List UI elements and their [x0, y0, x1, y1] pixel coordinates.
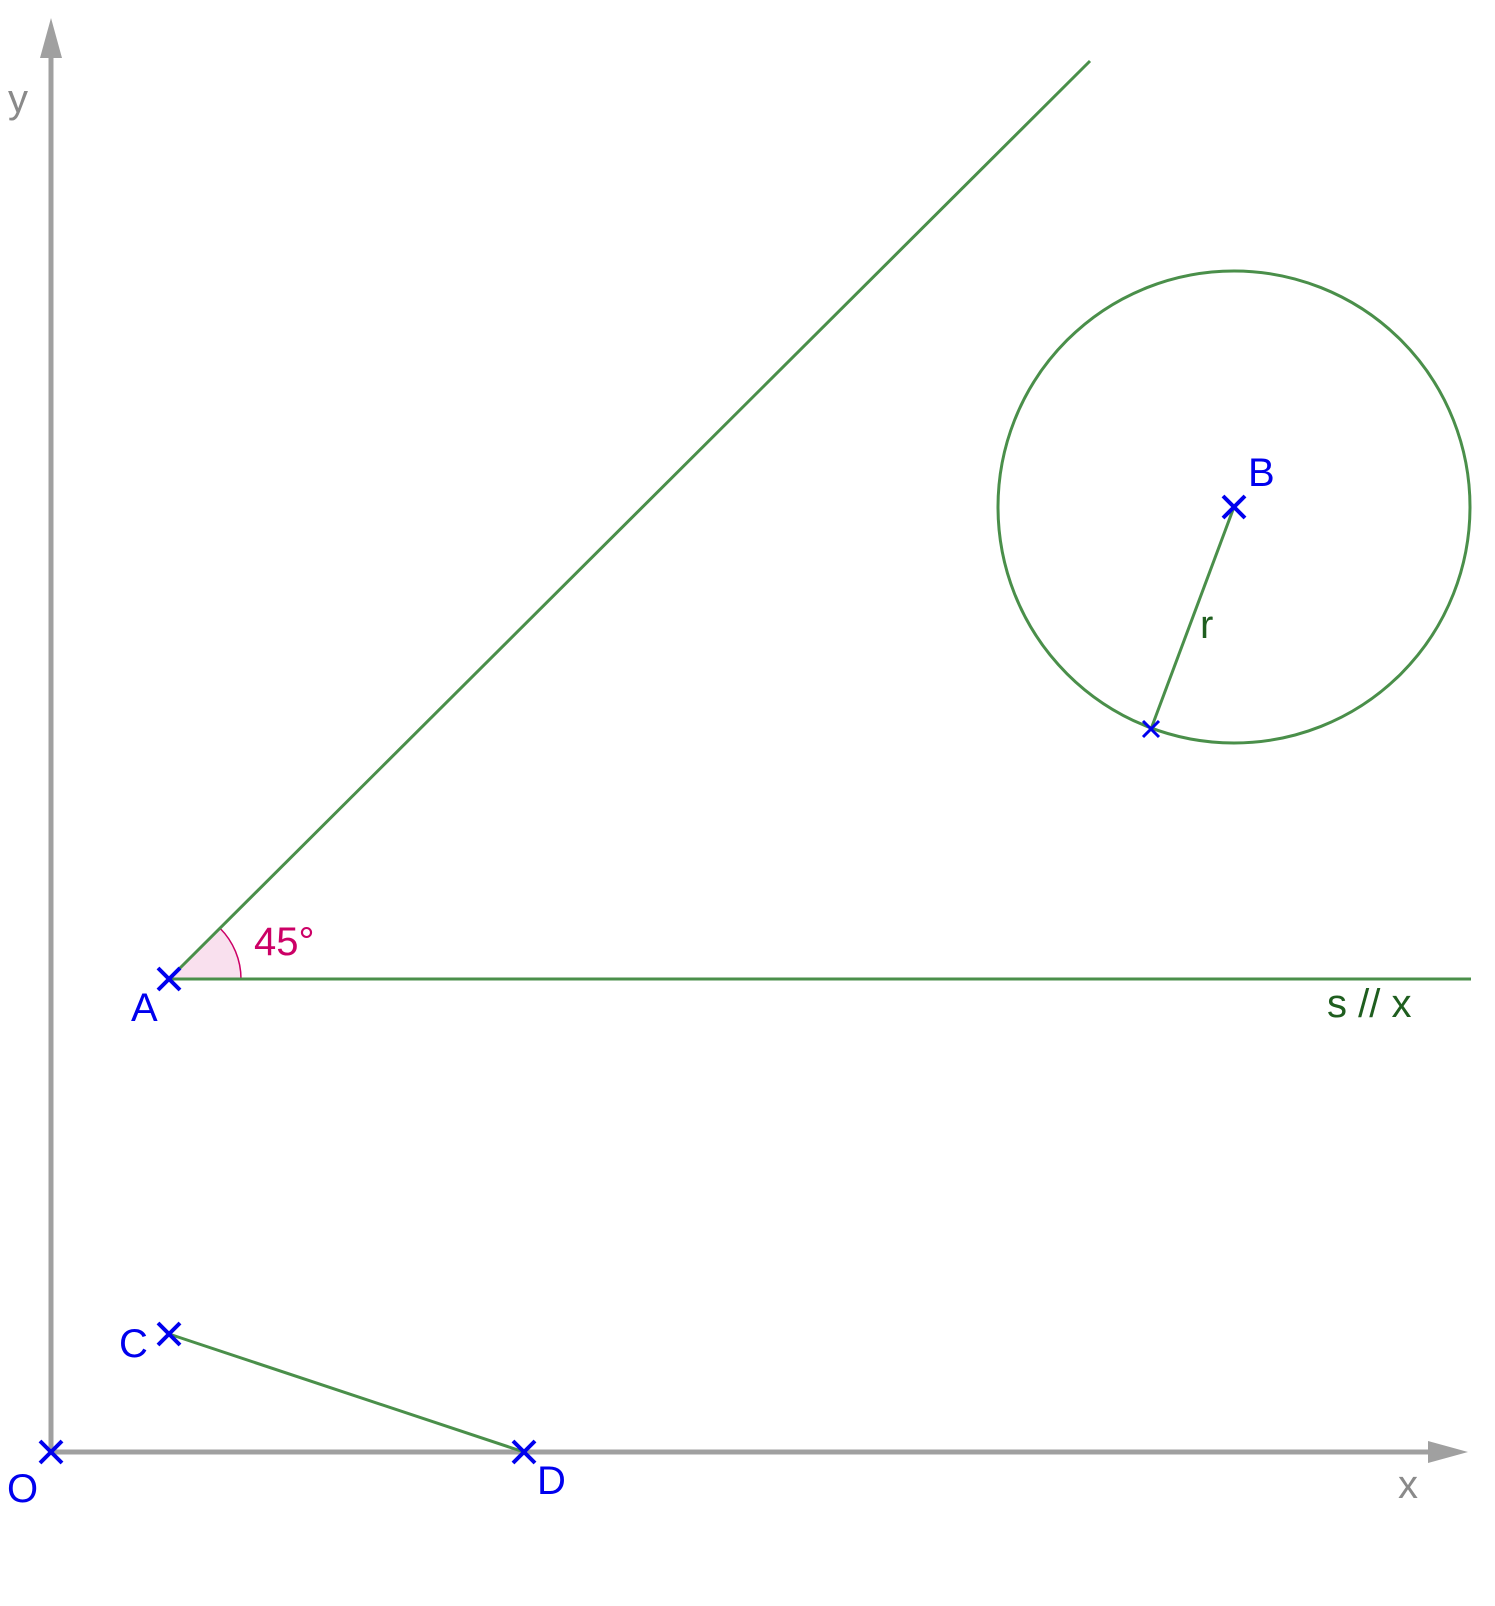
point-d-label: D [537, 1459, 566, 1503]
point-d: D [511, 1439, 566, 1503]
angle-sector [169, 928, 241, 979]
circle-b: r [996, 269, 1472, 745]
point-a: A [131, 966, 182, 1030]
point-d-marker [511, 1439, 537, 1465]
point-c: C [119, 1321, 182, 1366]
circle [996, 269, 1472, 745]
angle-label: 45° [254, 920, 315, 964]
points: O A B C [7, 451, 1275, 1511]
point-c-label: C [119, 1322, 148, 1366]
radius-label: r [1200, 603, 1213, 647]
y-axis-label: y [8, 77, 28, 121]
ray-45-degrees [167, 59, 1092, 981]
segment-cd [168, 1332, 525, 1454]
line-s-label: s // x [1327, 982, 1411, 1026]
construction-lines: s // x [167, 59, 1471, 1454]
point-o: O [7, 1439, 64, 1511]
point-o-label: O [7, 1467, 38, 1511]
x-axis-arrowhead [1428, 1441, 1468, 1463]
angle-marker: 45° [169, 920, 315, 980]
point-a-label: A [131, 986, 158, 1030]
x-axis-label: x [1398, 1463, 1418, 1507]
point-o-marker [38, 1439, 64, 1465]
angle-arc [219, 927, 242, 980]
point-a-marker [156, 966, 182, 992]
axes: y x [8, 18, 1468, 1507]
point-b-label: B [1248, 451, 1275, 495]
circle-point-marker [1141, 719, 1161, 739]
radius-segment [1149, 506, 1236, 730]
point-b-marker [1221, 494, 1247, 520]
y-axis-arrowhead [40, 18, 62, 58]
point-b: B [1221, 451, 1275, 520]
point-c-marker [156, 1321, 182, 1347]
